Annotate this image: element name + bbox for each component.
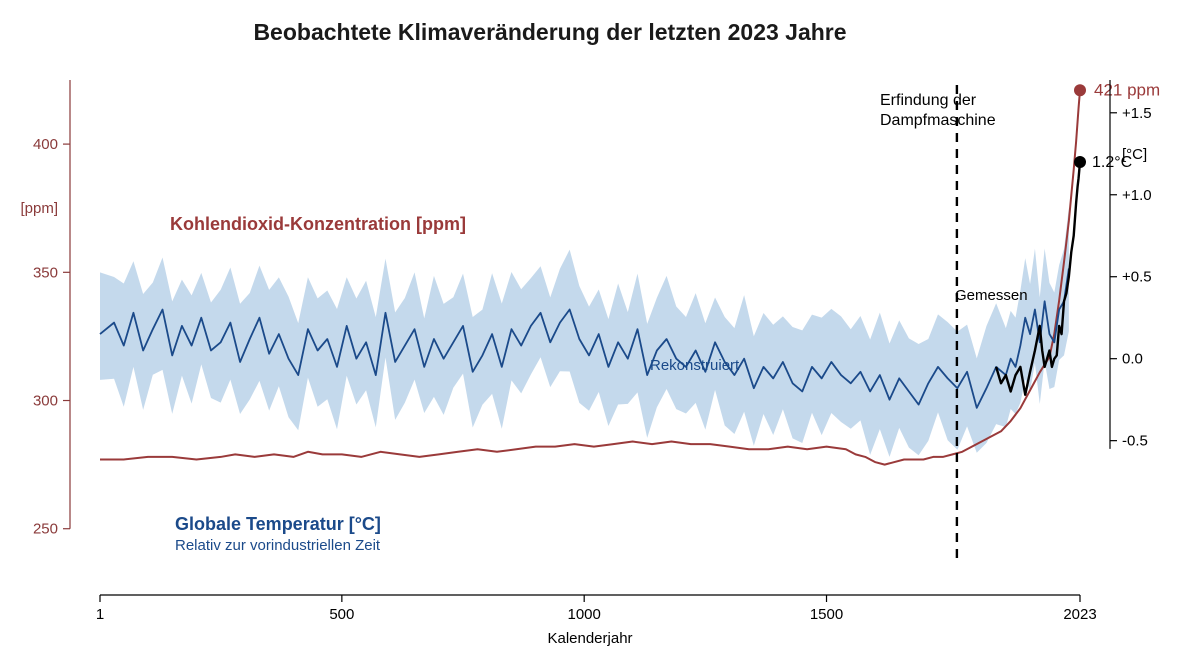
co2-end-label: 421 ppm <box>1094 80 1160 99</box>
x-axis-label: Kalenderjahr <box>547 630 632 647</box>
x-tick-label: 500 <box>329 606 354 623</box>
x-tick-label: 1500 <box>810 606 843 623</box>
reference-label-1: Erfindung der <box>880 92 977 109</box>
y-left-unit: [ppm] <box>20 200 58 217</box>
co2-series-label: Kohlendioxid-Konzentration [ppm] <box>170 214 466 234</box>
y-right-unit: [°C] <box>1122 146 1147 163</box>
reference-label-2: Dampfmaschine <box>880 112 996 129</box>
y-left-tick-label: 350 <box>33 264 58 281</box>
temp-subheading: Relativ zur vorindustriellen Zeit <box>175 537 381 554</box>
y-right-tick-label: -0.5 <box>1122 433 1148 450</box>
y-right-tick-label: +1.0 <box>1122 187 1152 204</box>
chart-svg: Beobachtete Klimaveränderung der letzten… <box>0 0 1200 664</box>
chart-title: Beobachtete Klimaveränderung der letzten… <box>253 19 846 45</box>
temp-reconstructed-label: Rekonstruiert <box>650 357 740 374</box>
x-tick-label: 2023 <box>1063 606 1096 623</box>
x-tick-label: 1 <box>96 606 104 623</box>
temp-end-dot <box>1074 156 1086 168</box>
temp-measured-label: Gemessen <box>955 287 1028 304</box>
y-right-tick-label: +1.5 <box>1122 105 1152 122</box>
y-left-tick-label: 400 <box>33 136 58 153</box>
y-right-tick-label: 0.0 <box>1122 351 1143 368</box>
y-right-tick-label: +0.5 <box>1122 269 1152 286</box>
co2-end-dot <box>1074 84 1086 96</box>
climate-chart: { "canvas": {"width":1200,"height":664,"… <box>0 0 1200 664</box>
y-left-tick-label: 250 <box>33 521 58 538</box>
x-tick-label: 1000 <box>567 606 600 623</box>
temp-heading: Globale Temperatur [°C] <box>175 514 381 534</box>
y-left-tick-label: 300 <box>33 393 58 410</box>
